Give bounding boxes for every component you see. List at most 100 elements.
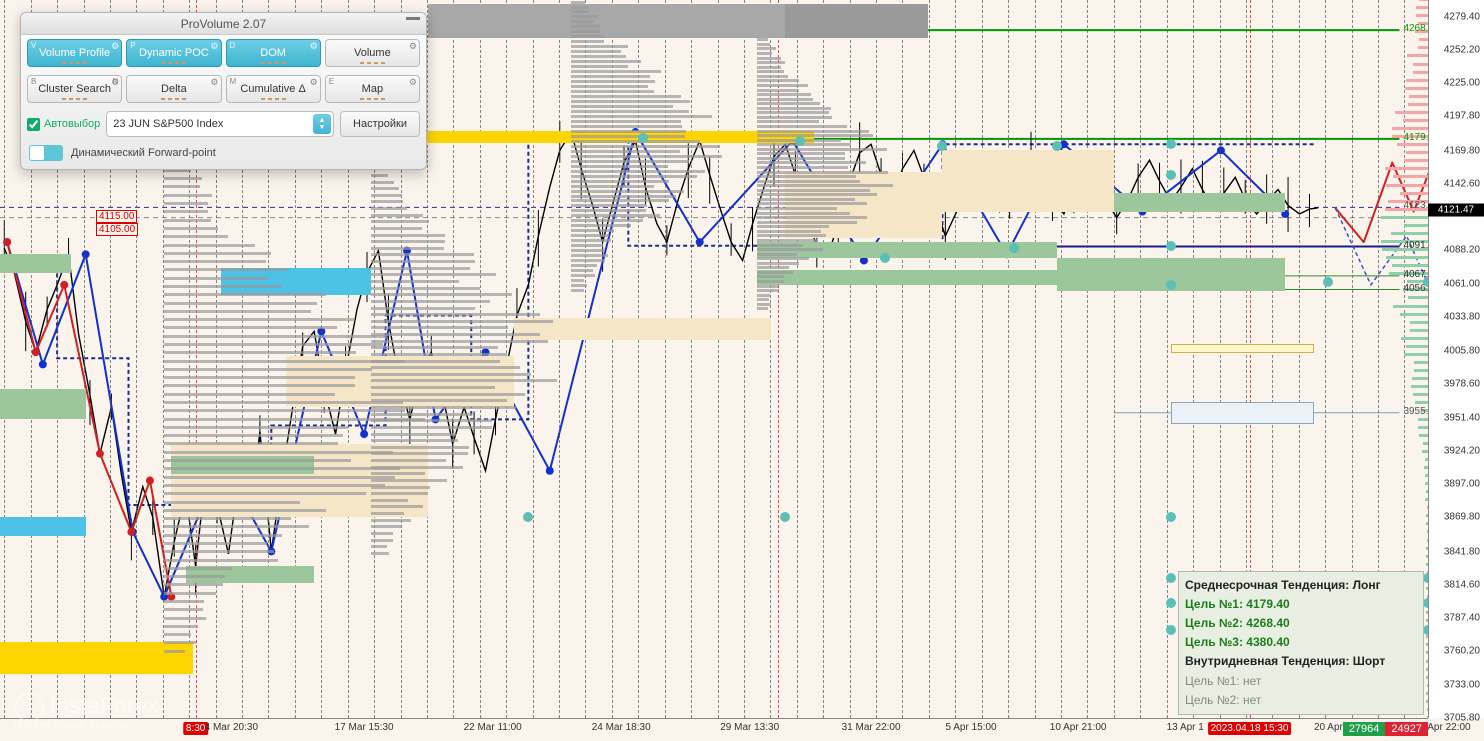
auto-select-input[interactable] [27,118,40,131]
x-tick: 29 Mar 13:30 [720,722,779,733]
chart-zone [942,150,1113,211]
y-tick: 4279.40 [1444,11,1480,22]
panel-btn-volume[interactable]: ⚙Volume [325,39,420,67]
x-tick: 17 Mar 15:30 [335,722,394,733]
fwd-point-label: Динамический Forward-point [71,147,216,159]
marker-dot [1166,139,1176,149]
panel-title: ProVolume 2.07 [181,17,266,31]
intra-target: Цель №2: нет [1185,691,1417,710]
marker-dot [1166,598,1176,608]
y-tick: 3733.00 [1444,679,1480,690]
gear-icon[interactable]: ⚙ [210,41,218,52]
settings-button[interactable]: Настройки [340,111,420,137]
instrument-select[interactable]: 23 JUN S&P500 Index ▲▼ [106,111,334,137]
marker-dot [1166,625,1176,635]
spinner-icon[interactable]: ▲▼ [313,114,331,134]
y-tick: 4197.80 [1444,111,1480,122]
y-axis: 4279.404252.204225.004197.804169.804142.… [1428,0,1484,718]
x-tick: 13 Apr 1 [1167,722,1204,733]
instrument-value: 23 JUN S&P500 Index [113,118,223,130]
marker-dot [1166,241,1176,251]
gear-icon[interactable]: ⚙ [111,77,119,88]
y-tick: 3951.40 [1444,412,1480,423]
chart-zone [0,389,86,420]
chart-zone [757,270,1057,285]
mid-target: Цель №1: 4179.40 [1185,595,1417,614]
marker-dot [1052,141,1062,151]
forecast-info-box: Среднесрочная Тенденция: ЛонгЦель №1: 41… [1178,571,1424,715]
y-tick: 4088.20 [1444,245,1480,256]
marker-dot [880,253,890,263]
y-tick: 3924.20 [1444,445,1480,456]
intra-target: Цель №1: нет [1185,672,1417,691]
panel-titlebar[interactable]: ProVolume 2.07 [21,13,426,35]
mid-target: Цель №2: 4268.40 [1185,614,1417,633]
gear-icon[interactable]: ⚙ [409,77,417,88]
chart-zone [0,517,86,535]
y-tick: 3869.80 [1444,512,1480,523]
marker-dot [1009,243,1019,253]
provolume-panel[interactable]: ProVolume 2.07 V⚙Volume ProfileP⚙Dynamic… [20,12,427,170]
auto-select-checkbox[interactable]: Автовыбор [27,118,100,131]
pivot-price-label: 4105.00 [96,223,138,236]
y-tick: 3814.60 [1444,579,1480,590]
watermark-sub: instant Forex Trading [14,720,159,731]
marker-dot [1323,277,1333,287]
current-price-label: 4121.47 [1428,203,1484,216]
y-tick: 3760.20 [1444,646,1480,657]
y-tick: 3841.80 [1444,546,1480,557]
gear-icon[interactable]: ⚙ [210,77,218,88]
marker-dot [638,133,648,143]
watermark-logo-icon [14,692,44,722]
y-tick: 4225.00 [1444,78,1480,89]
footer-red: 24927 [1385,722,1428,736]
fwd-point-toggle[interactable] [29,145,63,161]
hotkey-label: V [31,41,36,50]
marker-dot [937,141,947,151]
y-tick: 3897.00 [1444,479,1480,490]
panel-btn-volume-profile[interactable]: V⚙Volume Profile [27,39,122,67]
hotkey-label: M [230,77,237,86]
chart-zone [71,642,192,674]
panel-row-3: Автовыбор 23 JUN S&P500 Index ▲▼ Настрой… [21,107,426,141]
auto-select-label: Автовыбор [44,118,100,130]
marker-dot [1166,512,1176,522]
y-tick: 3787.40 [1444,613,1480,624]
mid-target: Цель №3: 4380.40 [1185,633,1417,652]
panel-btn-map[interactable]: E⚙Map [325,75,420,103]
footer-volume-numbers: 27964 24927 [1343,722,1428,736]
intra-trend-label: Внутридневная Тенденция: Шорт [1185,652,1417,671]
y-tick: 4169.80 [1444,145,1480,156]
y-tick: 4005.80 [1444,346,1480,357]
y-tick: 3978.60 [1444,379,1480,390]
panel-btn-dom[interactable]: D⚙DOM [226,39,321,67]
hotkey-label: P [130,41,135,50]
marker-dot [1166,573,1176,583]
gear-icon[interactable]: ⚙ [111,41,119,52]
gear-icon[interactable]: ⚙ [310,77,318,88]
pivot-price-label: 4115.00 [96,210,137,223]
y-tick: 4252.20 [1444,44,1480,55]
y-tick: 4061.00 [1444,278,1480,289]
marker-dot [780,512,790,522]
x-tick: 31 Mar 22:00 [842,722,901,733]
watermark: InstaForex instant Forex Trading [14,692,159,731]
chart-zone [1171,344,1314,354]
minimize-icon[interactable] [406,17,420,20]
panel-btn-cumulative-δ[interactable]: M⚙Cumulative Δ [226,75,321,103]
panel-btn-delta[interactable]: ⚙Delta [126,75,221,103]
x-tick: 2023.04.18 15:30 [1208,722,1292,735]
x-tick: 24 Mar 18:30 [592,722,651,733]
marker-dot [523,512,533,522]
panel-row-2: BN⚙Cluster Search⚙DeltaM⚙Cumulative ΔE⚙M… [21,71,426,107]
x-tick: 22 Mar 11:00 [464,722,522,733]
x-tick: 4 Mar 20:30 [205,722,258,733]
footer-green: 27964 [1343,722,1386,736]
y-tick: 4033.80 [1444,311,1480,322]
panel-btn-cluster-search[interactable]: BN⚙Cluster Search [27,75,122,103]
chart-zone [0,254,71,272]
panel-btn-dynamic-poc[interactable]: P⚙Dynamic POC [126,39,221,67]
gear-icon[interactable]: ⚙ [310,41,318,52]
gear-icon[interactable]: ⚙ [409,41,417,52]
hotkey-label: D [230,41,236,50]
